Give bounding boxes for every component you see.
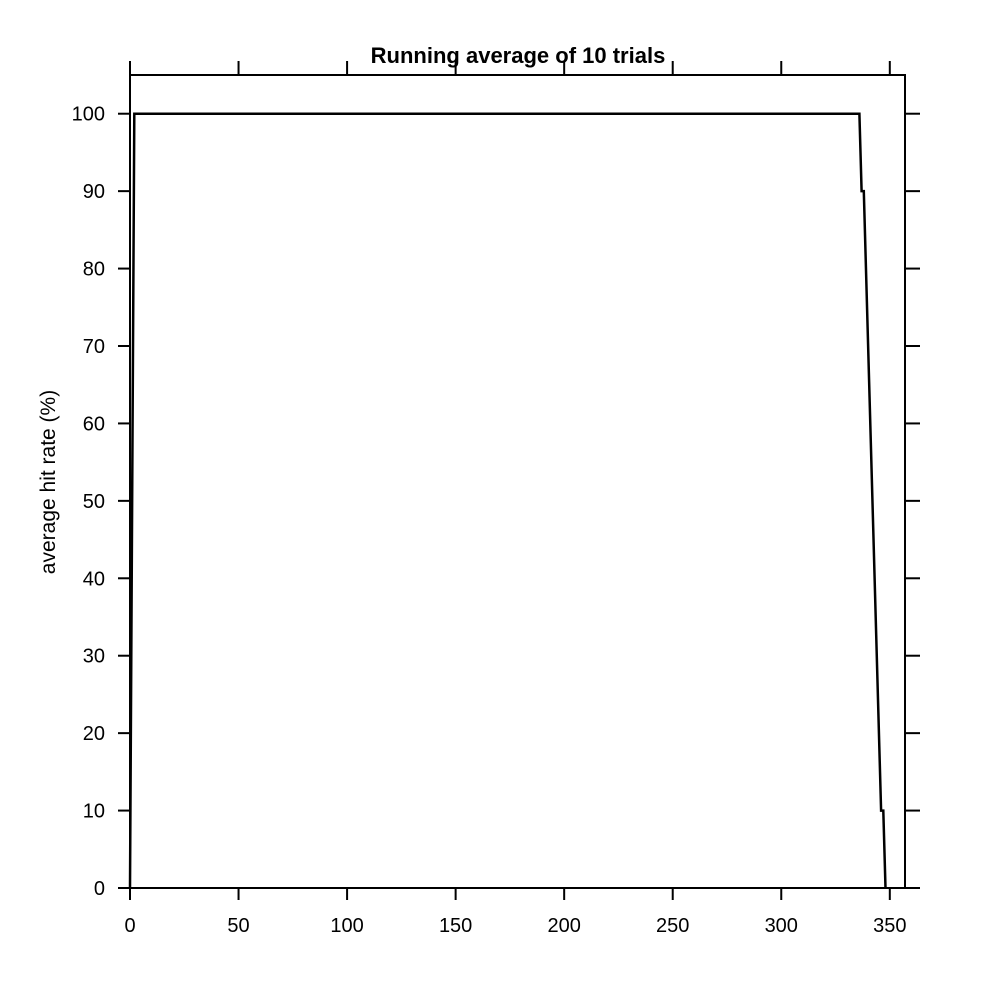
x-tick-label-50: 50: [227, 915, 249, 937]
axis-ticks: [118, 61, 920, 900]
y-tick-label-80: 80: [83, 259, 105, 281]
y-tick-label-0: 0: [94, 878, 105, 900]
x-tick-label-250: 250: [656, 915, 689, 937]
y-axis-title: average hit rate (%): [37, 390, 60, 574]
x-tick-label-300: 300: [765, 915, 798, 937]
chart-title: Running average of 10 trials: [371, 43, 666, 68]
x-tick-label-150: 150: [439, 915, 472, 937]
x-tick-label-100: 100: [330, 915, 363, 937]
y-tick-label-40: 40: [83, 568, 105, 590]
tick-labels: 0 50 100 150 200 250 300 350 0 10 20 30 40 50 60 70 80 90…: [72, 104, 907, 937]
x-tick-label-0: 0: [124, 915, 135, 937]
series-line-0: [128, 112, 887, 889]
x-tick-label-350: 350: [873, 915, 906, 937]
x-tick-label-200: 200: [547, 915, 580, 937]
y-tick-label-20: 20: [83, 723, 105, 745]
y-tick-label-70: 70: [83, 336, 105, 358]
y-tick-label-30: 30: [83, 646, 105, 668]
y-tick-label-50: 50: [83, 491, 105, 513]
series-layer: [128, 112, 887, 889]
y-tick-label-60: 60: [83, 413, 105, 435]
y-tick-label-10: 10: [83, 801, 105, 823]
y-tick-label-100: 100: [72, 104, 105, 126]
plot-frame: [129, 74, 906, 889]
y-tick-label-90: 90: [83, 181, 105, 203]
